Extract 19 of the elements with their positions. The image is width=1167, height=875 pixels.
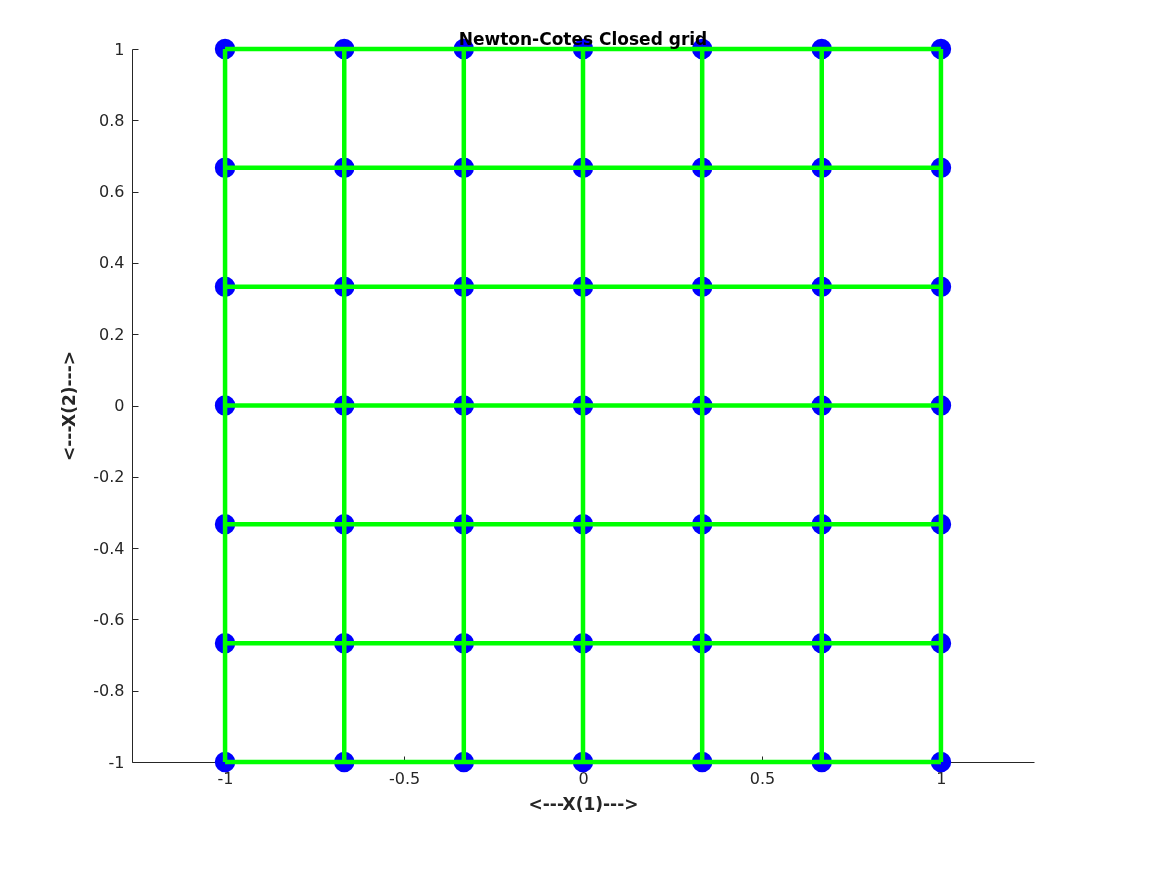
y-tick-label: -1 — [108, 752, 125, 772]
y-tick-label: -0.8 — [93, 681, 125, 701]
x-tick-label: 1 — [936, 768, 947, 788]
chart-title: Newton-Cotes Closed grid — [458, 28, 708, 49]
x-tick-label: 0.5 — [749, 768, 776, 788]
y-tick-label: 0.4 — [99, 253, 125, 273]
y-tick-label: -0.2 — [93, 467, 125, 487]
y-tick-label: 0.2 — [99, 324, 125, 344]
x-axis-title: <---X(1)---> — [528, 793, 639, 814]
x-tick-label: 0 — [578, 768, 589, 788]
x-tick-label: -1 — [217, 768, 234, 788]
y-tick-label: 0.6 — [99, 182, 125, 202]
y-tick-label: 1 — [114, 39, 125, 59]
y-tick-label: -0.6 — [93, 609, 125, 629]
y-tick-label: 0 — [114, 396, 125, 415]
x-tick-label: -0.5 — [388, 768, 421, 788]
y-tick-label: -0.4 — [93, 538, 125, 558]
y-tick-label: 0.8 — [99, 110, 125, 130]
y-axis-title: <---X(2)---> — [59, 351, 80, 461]
